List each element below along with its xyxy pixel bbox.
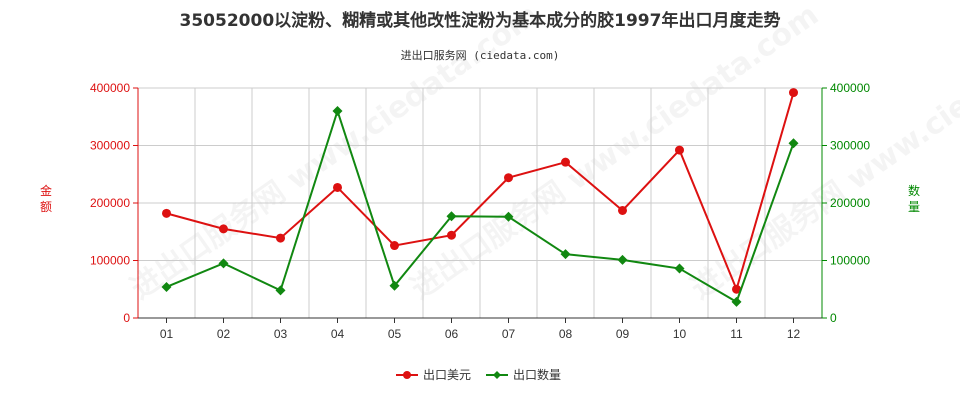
left-tick-label: 300000 [90, 139, 130, 153]
right-tick-label: 0 [830, 311, 837, 325]
data-point [504, 173, 513, 183]
legend-label: 出口美元 [423, 368, 471, 382]
left-axis-title: 金额 [40, 183, 52, 214]
left-tick-label: 200000 [90, 196, 130, 210]
x-tick-label: 06 [445, 327, 459, 341]
axis-layer: 0 100000 200000 300000 400000 0 100000 200000 30… [40, 81, 920, 341]
series-layer [161, 88, 799, 307]
data-point [219, 224, 228, 234]
series-line [166, 92, 795, 293]
right-tick-label: 100000 [830, 254, 870, 268]
x-tick-label: 09 [616, 327, 630, 341]
x-tick-label: 01 [160, 327, 174, 341]
data-point [218, 258, 229, 269]
data-point [503, 211, 514, 222]
right-tick-label: 300000 [830, 139, 870, 153]
x-tick-label: 02 [217, 327, 231, 341]
legend-label: 出口数量 [513, 367, 561, 382]
chart-title: 35052000以淀粉、糊精或其他改性淀粉为基本成分的胶1997年出口月度走势 [179, 11, 781, 31]
data-point [732, 284, 741, 294]
x-tick-label: 03 [274, 327, 288, 341]
x-tick-label: 12 [787, 327, 801, 341]
right-axis-title: 数量 [908, 183, 920, 214]
x-tick-label: 11 [730, 327, 743, 341]
x-tick-label: 08 [559, 327, 573, 341]
legend-marker [493, 371, 501, 379]
data-point [389, 280, 400, 291]
data-point [162, 208, 171, 218]
x-tick-label: 10 [673, 327, 687, 341]
x-tick-label: 04 [331, 327, 345, 341]
data-point [276, 233, 285, 243]
series-line [166, 107, 795, 304]
data-point [674, 263, 685, 274]
data-point [675, 145, 684, 155]
data-point [731, 296, 742, 307]
chart-subtitle: 进出口服务网 (ciedata.com) [400, 49, 560, 62]
data-point [447, 230, 456, 240]
data-point [560, 249, 571, 260]
data-point [618, 205, 627, 215]
data-point [788, 138, 799, 149]
right-tick-label: 200000 [830, 196, 870, 210]
x-tick-label: 07 [502, 327, 516, 341]
data-point [333, 182, 342, 192]
data-point [332, 106, 343, 116]
right-tick-label: 400000 [830, 81, 870, 95]
data-point [561, 157, 570, 167]
x-tick-label: 05 [388, 327, 402, 341]
data-point [275, 285, 286, 296]
data-point [446, 211, 457, 222]
legend-layer: 出口美元 出口数量 [396, 367, 561, 382]
left-tick-label: 100000 [90, 254, 130, 268]
data-point [617, 254, 628, 265]
data-point [390, 241, 399, 251]
data-point [161, 281, 172, 292]
data-point [789, 88, 798, 98]
left-tick-label: 400000 [90, 81, 130, 95]
legend-marker [403, 371, 411, 379]
left-tick-label: 0 [123, 311, 130, 325]
